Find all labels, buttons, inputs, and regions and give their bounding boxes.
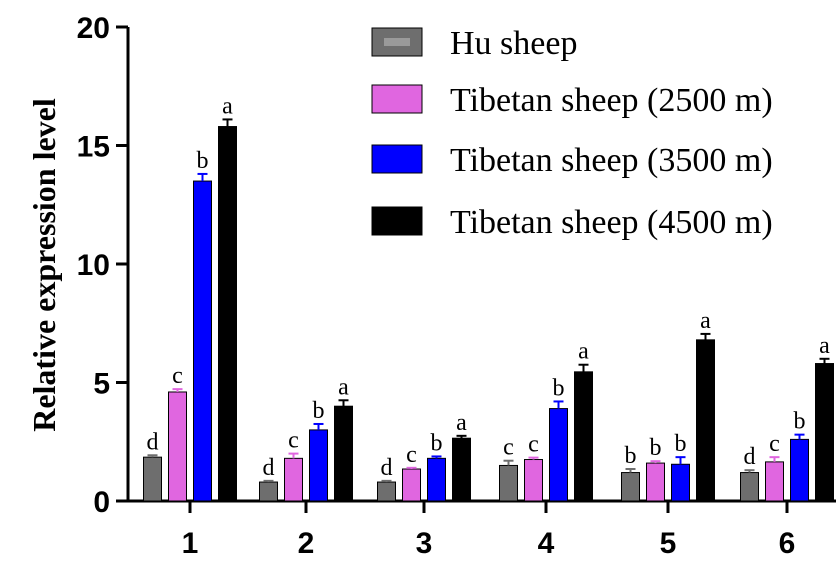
legend-label: Tibetan sheep (2500 m) xyxy=(450,82,773,119)
y-axis-title: Relative expression level xyxy=(26,98,62,432)
y-tick-label: 20 xyxy=(77,12,110,45)
legend-swatch-highlight xyxy=(384,38,410,46)
significance-letter: a xyxy=(338,374,349,400)
significance-letter: a xyxy=(578,339,589,365)
significance-letter: b xyxy=(553,375,565,401)
bar xyxy=(218,126,237,502)
significance-letter: d xyxy=(263,455,275,481)
significance-letter: a xyxy=(222,93,233,119)
x-tick-label: 4 xyxy=(538,527,555,560)
legend-label: Tibetan sheep (3500 m) xyxy=(450,142,773,179)
legend-label: Tibetan sheep (4500 m) xyxy=(450,204,773,241)
significance-letter: a xyxy=(700,308,711,334)
bar xyxy=(402,468,421,502)
x-tick-label: 6 xyxy=(779,527,796,560)
significance-letter: c xyxy=(288,428,299,454)
bar xyxy=(452,437,471,502)
significance-letter: b xyxy=(197,148,209,174)
bar xyxy=(549,408,568,502)
bar xyxy=(334,405,353,502)
significance-letter: b xyxy=(313,398,325,424)
significance-letter: a xyxy=(819,333,830,359)
bar xyxy=(499,464,518,502)
bar xyxy=(671,463,690,502)
legend-swatch xyxy=(371,206,423,236)
significance-letter: c xyxy=(503,435,514,461)
bar xyxy=(284,457,303,502)
bar xyxy=(427,457,446,502)
significance-letter: b xyxy=(794,409,806,435)
significance-letter: c xyxy=(769,431,780,457)
y-tick-label: 0 xyxy=(93,486,110,519)
bar xyxy=(309,429,328,502)
bar xyxy=(193,180,212,502)
legend-swatch xyxy=(371,144,423,174)
bar xyxy=(574,371,593,502)
bar xyxy=(377,481,396,502)
bar xyxy=(790,438,809,502)
legend-label: Hu sheep xyxy=(450,25,577,62)
bar xyxy=(696,339,715,502)
significance-letter: d xyxy=(381,455,393,481)
bar xyxy=(168,391,187,502)
x-tick-label: 3 xyxy=(416,527,433,560)
y-tick-label: 10 xyxy=(77,249,110,282)
bar xyxy=(740,472,759,502)
bar xyxy=(143,456,162,502)
legend: Hu sheep Tibetan sheep (2500 m) Tibetan sh… xyxy=(371,25,773,241)
bar xyxy=(524,459,543,502)
significance-letter: b xyxy=(675,431,687,457)
significance-letter: b xyxy=(625,443,637,469)
significance-letter: b xyxy=(431,430,443,456)
significance-letter: c xyxy=(172,363,183,389)
bar xyxy=(621,472,640,502)
bar xyxy=(259,481,278,502)
y-tick-label: 5 xyxy=(93,368,110,401)
significance-letter: d xyxy=(147,429,159,455)
y-tick-label: 15 xyxy=(77,131,110,164)
significance-letter: c xyxy=(528,432,539,458)
legend-swatch xyxy=(371,84,423,114)
bar xyxy=(765,461,784,502)
x-tick-label: 2 xyxy=(298,527,315,560)
significance-letter: b xyxy=(650,435,662,461)
bar xyxy=(815,363,834,502)
significance-letter: a xyxy=(456,410,467,436)
x-tick-label: 5 xyxy=(660,527,677,560)
axes: 0 5 10 15 20 1 2 3 4 5 6 xyxy=(77,12,836,560)
bar xyxy=(646,462,665,502)
significance-letter: d xyxy=(744,444,756,470)
x-tick-label: 1 xyxy=(182,527,199,560)
significance-letter: c xyxy=(406,442,417,468)
